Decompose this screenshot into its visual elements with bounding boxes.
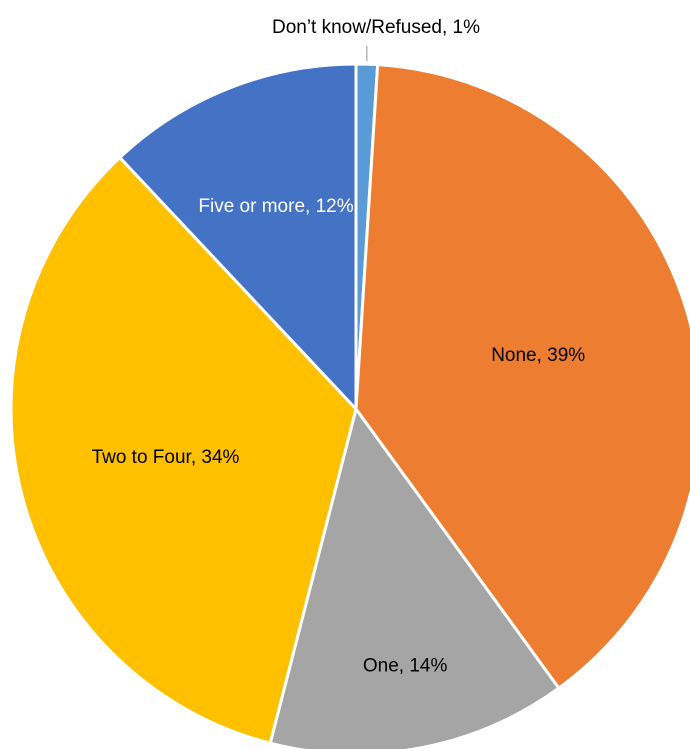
pie-slices — [9, 62, 690, 749]
data-label-none: None, 39% — [491, 345, 585, 366]
pie-data-labels: Don’t know/Refused, 1% None, 39% One, 14% T… — [92, 17, 586, 677]
pie-slice-one — [268, 407, 561, 749]
pie-slice-five-or-more — [118, 62, 358, 411]
data-label-five-or-more: Five or more, 12% — [198, 196, 353, 217]
data-label-one: One, 14% — [363, 656, 448, 677]
pie-slice-two-to-four — [9, 156, 358, 745]
data-label-don-t-know-refused: Don’t know/Refused, 1% — [272, 17, 480, 38]
pie-slice-none — [354, 63, 690, 690]
data-label-two-to-four: Two to Four, 34% — [92, 447, 240, 468]
